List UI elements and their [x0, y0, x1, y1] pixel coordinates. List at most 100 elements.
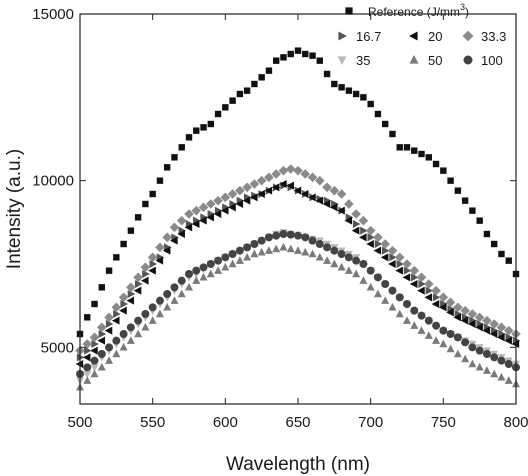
- data-point: [504, 376, 513, 384]
- legend-marker: [337, 56, 347, 65]
- data-point: [489, 319, 499, 329]
- data-point: [141, 276, 149, 285]
- data-point: [329, 203, 338, 212]
- data-point: [396, 260, 405, 268]
- legend-label: 20: [428, 29, 442, 44]
- data-point: [366, 266, 375, 275]
- x-tick-label: 700: [358, 414, 383, 431]
- data-point: [388, 302, 397, 311]
- data-point: [228, 250, 237, 258]
- data-point: [425, 286, 434, 295]
- data-point: [440, 167, 447, 174]
- data-point: [162, 246, 171, 255]
- x-tick-label: 750: [431, 414, 456, 431]
- data-point: [337, 206, 345, 215]
- data-point: [271, 183, 280, 192]
- data-point: [373, 289, 382, 298]
- data-point: [403, 316, 411, 324]
- data-point: [279, 242, 288, 251]
- series-20: [75, 180, 520, 368]
- data-point: [91, 340, 99, 348]
- legend-title-end: ): [465, 5, 469, 19]
- data-point: [367, 100, 374, 108]
- data-point: [489, 330, 498, 338]
- data-point: [148, 266, 156, 275]
- data-point: [307, 172, 318, 183]
- data-point: [365, 225, 376, 236]
- data-point: [83, 370, 92, 379]
- data-point: [235, 246, 244, 255]
- data-point: [265, 67, 273, 74]
- data-point: [403, 300, 411, 308]
- x-axis-title: Wavelength (nm): [226, 454, 370, 475]
- data-point: [214, 110, 222, 118]
- data-point: [243, 252, 252, 261]
- data-point: [483, 230, 491, 238]
- data-point: [199, 263, 208, 272]
- data-point: [221, 253, 230, 262]
- data-point: [89, 332, 100, 343]
- data-point: [439, 326, 448, 335]
- data-point: [105, 343, 114, 352]
- data-point: [380, 253, 389, 262]
- data-point: [352, 256, 361, 265]
- data-point: [482, 350, 491, 358]
- data-point: [177, 276, 186, 285]
- legend-marker: [409, 31, 418, 41]
- data-point: [111, 302, 122, 313]
- data-point: [185, 282, 193, 291]
- data-point: [410, 321, 419, 329]
- data-point: [424, 331, 433, 339]
- data-point: [482, 326, 491, 335]
- data-point: [249, 179, 260, 189]
- data-point: [235, 200, 244, 208]
- data-point: [468, 343, 477, 352]
- data-point: [220, 192, 231, 203]
- data-point: [286, 230, 295, 239]
- x-tick-label: 600: [213, 414, 238, 431]
- data-point: [236, 90, 244, 98]
- data-point: [453, 313, 462, 322]
- data-point: [293, 186, 302, 195]
- data-point: [336, 189, 347, 199]
- data-point: [134, 280, 143, 288]
- data-point: [308, 236, 317, 245]
- data-point: [148, 303, 157, 312]
- data-point: [243, 87, 251, 94]
- data-point: [468, 359, 477, 368]
- data-point: [127, 227, 135, 234]
- data-point: [120, 240, 127, 248]
- data-point: [409, 280, 418, 288]
- data-point: [438, 292, 449, 303]
- data-point: [403, 266, 412, 275]
- data-point: [199, 272, 208, 281]
- data-point: [411, 147, 418, 154]
- data-point: [104, 326, 113, 335]
- data-point: [476, 217, 483, 224]
- data-point: [170, 283, 179, 292]
- plot-layer: [75, 47, 521, 391]
- data-point: [360, 94, 367, 101]
- data-point: [294, 231, 302, 240]
- data-point: [235, 256, 244, 264]
- data-point: [155, 296, 164, 305]
- data-point: [272, 244, 281, 253]
- data-point: [359, 233, 367, 242]
- data-point: [396, 144, 403, 151]
- data-point: [439, 339, 448, 348]
- data-point: [504, 336, 512, 345]
- x-tick-label: 500: [67, 414, 92, 431]
- data-point: [164, 164, 171, 171]
- data-point: [83, 376, 92, 384]
- legend-marker: [345, 7, 353, 15]
- data-point: [98, 330, 107, 338]
- data-point: [446, 344, 455, 353]
- data-point: [133, 272, 143, 283]
- data-point: [358, 215, 369, 226]
- data-point: [344, 199, 354, 209]
- data-point: [308, 193, 316, 202]
- legend-label: 33.3: [481, 29, 506, 44]
- data-point: [315, 240, 324, 248]
- data-point: [475, 362, 484, 371]
- series-50: [76, 242, 520, 391]
